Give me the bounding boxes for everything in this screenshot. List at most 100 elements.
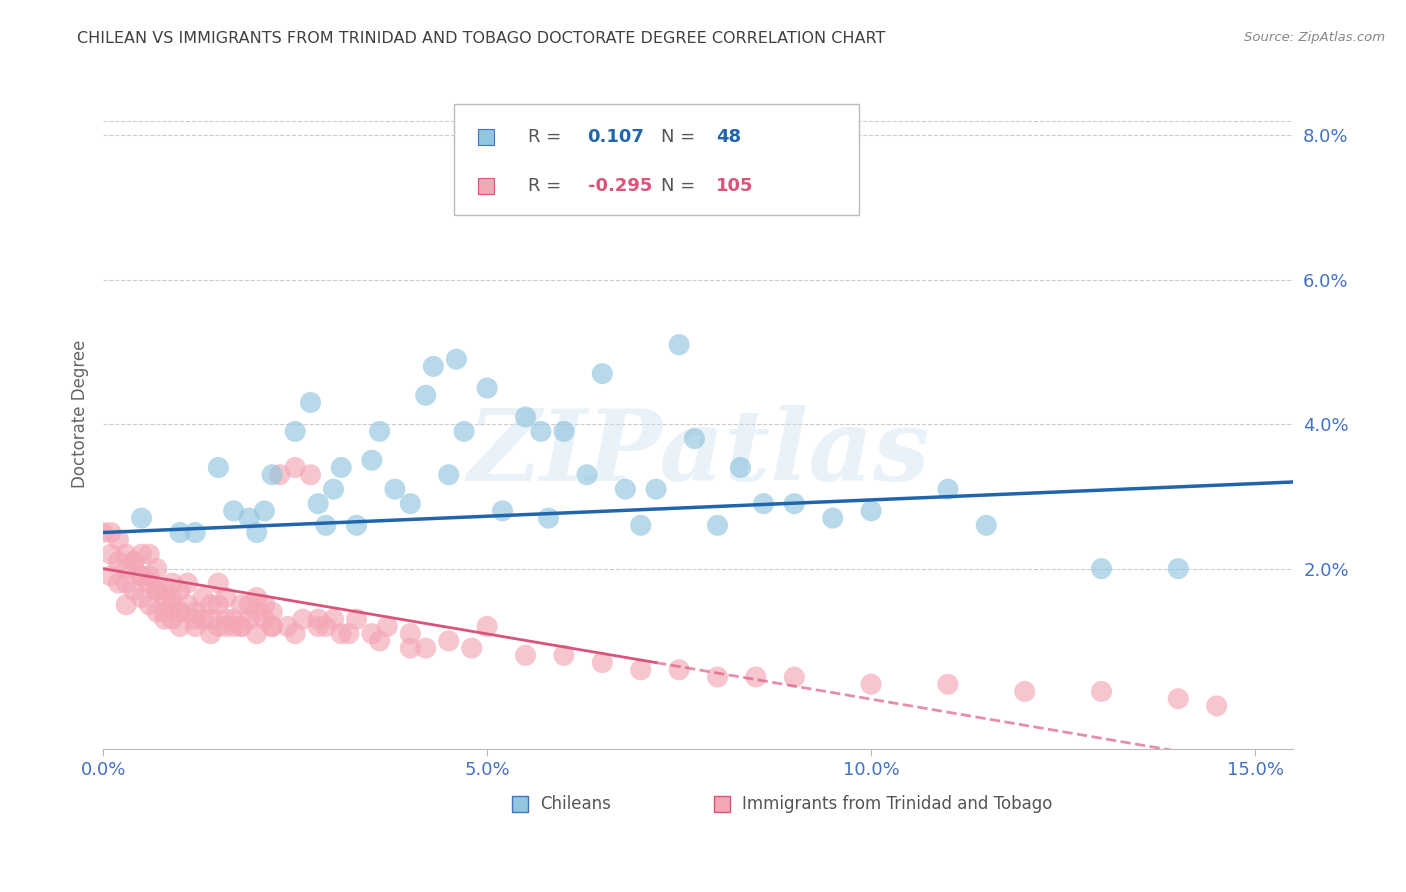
- Point: [100, 569, 122, 583]
- Point: [215, 591, 238, 605]
- Point: [246, 605, 269, 619]
- Point: [131, 569, 153, 583]
- Point: [269, 467, 291, 482]
- Point: [131, 547, 153, 561]
- Point: [1167, 691, 1189, 706]
- Point: [131, 591, 153, 605]
- Y-axis label: Doctorate Degree: Doctorate Degree: [72, 339, 89, 488]
- Point: [630, 663, 652, 677]
- Point: [384, 482, 406, 496]
- Point: [184, 525, 207, 540]
- Point: [553, 648, 575, 663]
- Point: [138, 598, 160, 612]
- Text: 0.107: 0.107: [588, 128, 644, 145]
- Point: [238, 598, 260, 612]
- Point: [1205, 698, 1227, 713]
- Point: [207, 576, 229, 591]
- Point: [138, 569, 160, 583]
- Point: [375, 619, 398, 633]
- Point: [645, 482, 668, 496]
- Point: [138, 547, 160, 561]
- Point: [446, 352, 468, 367]
- Point: [169, 525, 191, 540]
- Point: [515, 409, 537, 424]
- Point: [253, 504, 276, 518]
- Point: [291, 612, 314, 626]
- Point: [1014, 684, 1036, 698]
- Text: -0.295: -0.295: [588, 177, 652, 194]
- Point: [591, 656, 613, 670]
- Point: [630, 518, 652, 533]
- Text: CHILEAN VS IMMIGRANTS FROM TRINIDAD AND TOBAGO DOCTORATE DEGREE CORRELATION CHAR: CHILEAN VS IMMIGRANTS FROM TRINIDAD AND …: [77, 31, 886, 46]
- Point: [153, 612, 176, 626]
- Point: [537, 511, 560, 525]
- Point: [936, 482, 959, 496]
- Point: [1090, 684, 1112, 698]
- Point: [238, 612, 260, 626]
- Point: [361, 453, 384, 467]
- Text: Source: ZipAtlas.com: Source: ZipAtlas.com: [1244, 31, 1385, 45]
- Point: [153, 583, 176, 598]
- Point: [153, 605, 176, 619]
- Point: [322, 612, 344, 626]
- Point: [262, 605, 284, 619]
- Point: [437, 467, 460, 482]
- Point: [475, 381, 498, 395]
- Point: [162, 598, 184, 612]
- Text: Immigrants from Trinidad and Tobago: Immigrants from Trinidad and Tobago: [742, 796, 1053, 814]
- Point: [330, 626, 353, 640]
- Point: [936, 677, 959, 691]
- Point: [138, 576, 160, 591]
- Point: [169, 605, 191, 619]
- Point: [299, 395, 322, 409]
- Point: [200, 626, 222, 640]
- Point: [146, 583, 169, 598]
- Text: N =: N =: [661, 128, 696, 145]
- Point: [752, 497, 775, 511]
- Point: [262, 619, 284, 633]
- Point: [821, 511, 844, 525]
- Point: [122, 554, 145, 568]
- Point: [146, 605, 169, 619]
- Point: [222, 619, 245, 633]
- Point: [437, 633, 460, 648]
- Point: [1090, 561, 1112, 575]
- Point: [253, 598, 276, 612]
- Point: [860, 504, 883, 518]
- Point: [730, 460, 752, 475]
- Point: [399, 641, 422, 656]
- Point: [668, 337, 690, 351]
- Point: [146, 561, 169, 575]
- Point: [200, 598, 222, 612]
- Point: [215, 619, 238, 633]
- Point: [415, 641, 437, 656]
- Point: [368, 425, 391, 439]
- Point: [222, 504, 245, 518]
- Point: [284, 626, 307, 640]
- Point: [215, 612, 238, 626]
- Point: [222, 612, 245, 626]
- Point: [207, 460, 229, 475]
- Point: [184, 612, 207, 626]
- Point: [706, 518, 728, 533]
- Point: [262, 467, 284, 482]
- FancyBboxPatch shape: [454, 104, 859, 215]
- Point: [745, 670, 768, 684]
- Point: [262, 619, 284, 633]
- Point: [315, 619, 337, 633]
- Point: [475, 619, 498, 633]
- Point: [184, 619, 207, 633]
- Point: [307, 497, 329, 511]
- Point: [307, 612, 329, 626]
- Point: [231, 619, 253, 633]
- Point: [162, 612, 184, 626]
- Point: [307, 619, 329, 633]
- Point: [1167, 561, 1189, 575]
- Point: [346, 518, 368, 533]
- Point: [491, 504, 513, 518]
- Point: [668, 663, 690, 677]
- Point: [461, 641, 484, 656]
- Point: [100, 525, 122, 540]
- Point: [553, 425, 575, 439]
- Point: [530, 425, 553, 439]
